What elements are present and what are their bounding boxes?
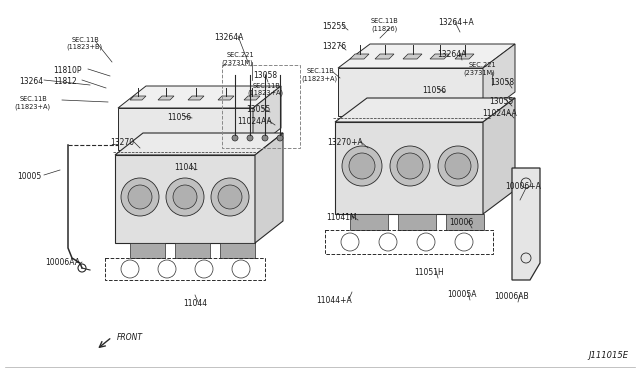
Polygon shape — [512, 168, 540, 280]
Text: 10006AB: 10006AB — [494, 292, 529, 301]
Text: 11810P: 11810P — [53, 66, 81, 75]
Text: 13055: 13055 — [246, 105, 270, 114]
Text: 13058: 13058 — [253, 71, 277, 80]
Text: (11823+B): (11823+B) — [66, 44, 102, 51]
Polygon shape — [338, 44, 515, 68]
Polygon shape — [130, 96, 146, 100]
Polygon shape — [158, 96, 174, 100]
Text: 10006+A: 10006+A — [505, 182, 541, 191]
Polygon shape — [130, 243, 165, 258]
Text: 10006: 10006 — [449, 218, 473, 227]
Text: 13264+A: 13264+A — [438, 18, 474, 27]
Polygon shape — [255, 133, 283, 243]
Circle shape — [218, 185, 242, 209]
Text: (23731M): (23731M) — [221, 59, 253, 65]
Polygon shape — [350, 214, 388, 230]
Text: 11041M: 11041M — [326, 213, 356, 222]
Text: 11044: 11044 — [183, 299, 207, 308]
Polygon shape — [350, 54, 369, 59]
Polygon shape — [218, 96, 234, 100]
Circle shape — [247, 135, 253, 141]
Polygon shape — [483, 44, 515, 116]
Polygon shape — [115, 155, 255, 243]
Polygon shape — [446, 214, 484, 230]
Text: 11812: 11812 — [53, 77, 77, 86]
Polygon shape — [175, 243, 210, 258]
Text: 11024AA: 11024AA — [482, 109, 516, 118]
Text: 13058: 13058 — [490, 78, 514, 87]
Circle shape — [445, 153, 471, 179]
Text: 13264A: 13264A — [214, 33, 243, 42]
Text: (11823+A): (11823+A) — [247, 90, 283, 96]
Polygon shape — [244, 96, 260, 100]
Text: 13264A: 13264A — [437, 50, 467, 59]
Circle shape — [128, 185, 152, 209]
Polygon shape — [430, 54, 449, 59]
Text: 11041: 11041 — [174, 163, 198, 172]
Text: 10005: 10005 — [17, 172, 41, 181]
Text: 10005A: 10005A — [447, 290, 477, 299]
Text: 11056: 11056 — [167, 113, 191, 122]
Polygon shape — [220, 243, 255, 258]
Polygon shape — [115, 133, 283, 155]
Polygon shape — [335, 122, 483, 214]
Text: 13264: 13264 — [19, 77, 43, 86]
Circle shape — [342, 146, 382, 186]
Text: 10006AA: 10006AA — [45, 258, 80, 267]
Text: (11826): (11826) — [371, 25, 397, 32]
Polygon shape — [483, 98, 515, 214]
Circle shape — [262, 135, 268, 141]
Circle shape — [438, 146, 478, 186]
Text: 11051H: 11051H — [414, 268, 444, 277]
Text: 13270: 13270 — [110, 138, 134, 147]
Circle shape — [173, 185, 197, 209]
Polygon shape — [455, 54, 474, 59]
Text: SEC.221: SEC.221 — [469, 62, 497, 68]
Text: (11823+A): (11823+A) — [14, 103, 50, 109]
Text: 11044+A: 11044+A — [316, 296, 352, 305]
Polygon shape — [118, 86, 281, 108]
Text: (11823+A): (11823+A) — [301, 75, 337, 81]
Circle shape — [277, 135, 283, 141]
Text: FRONT: FRONT — [117, 333, 143, 342]
Polygon shape — [338, 68, 483, 116]
Text: (23731M): (23731M) — [463, 69, 495, 76]
Circle shape — [166, 178, 204, 216]
Text: 13276: 13276 — [322, 42, 346, 51]
Text: 13270+A: 13270+A — [327, 138, 363, 147]
Text: SEC.11B: SEC.11B — [371, 18, 399, 24]
Text: SEC.11B: SEC.11B — [253, 83, 281, 89]
Polygon shape — [403, 54, 422, 59]
Polygon shape — [188, 96, 204, 100]
Text: SEC.11B: SEC.11B — [72, 37, 100, 43]
Circle shape — [211, 178, 249, 216]
Text: J111015E: J111015E — [588, 351, 628, 360]
Text: 11024AA: 11024AA — [237, 117, 272, 126]
Circle shape — [121, 178, 159, 216]
Text: SEC.11B: SEC.11B — [307, 68, 335, 74]
Text: 13055: 13055 — [489, 97, 513, 106]
Circle shape — [232, 135, 238, 141]
Polygon shape — [335, 98, 515, 122]
Circle shape — [349, 153, 375, 179]
Polygon shape — [253, 86, 281, 150]
Circle shape — [397, 153, 423, 179]
Polygon shape — [375, 54, 394, 59]
Text: SEC.11B: SEC.11B — [20, 96, 48, 102]
Text: SEC.221: SEC.221 — [227, 52, 255, 58]
Circle shape — [390, 146, 430, 186]
Text: 11056: 11056 — [422, 86, 446, 95]
Polygon shape — [398, 214, 436, 230]
Polygon shape — [118, 108, 253, 150]
Text: 15255: 15255 — [322, 22, 346, 31]
